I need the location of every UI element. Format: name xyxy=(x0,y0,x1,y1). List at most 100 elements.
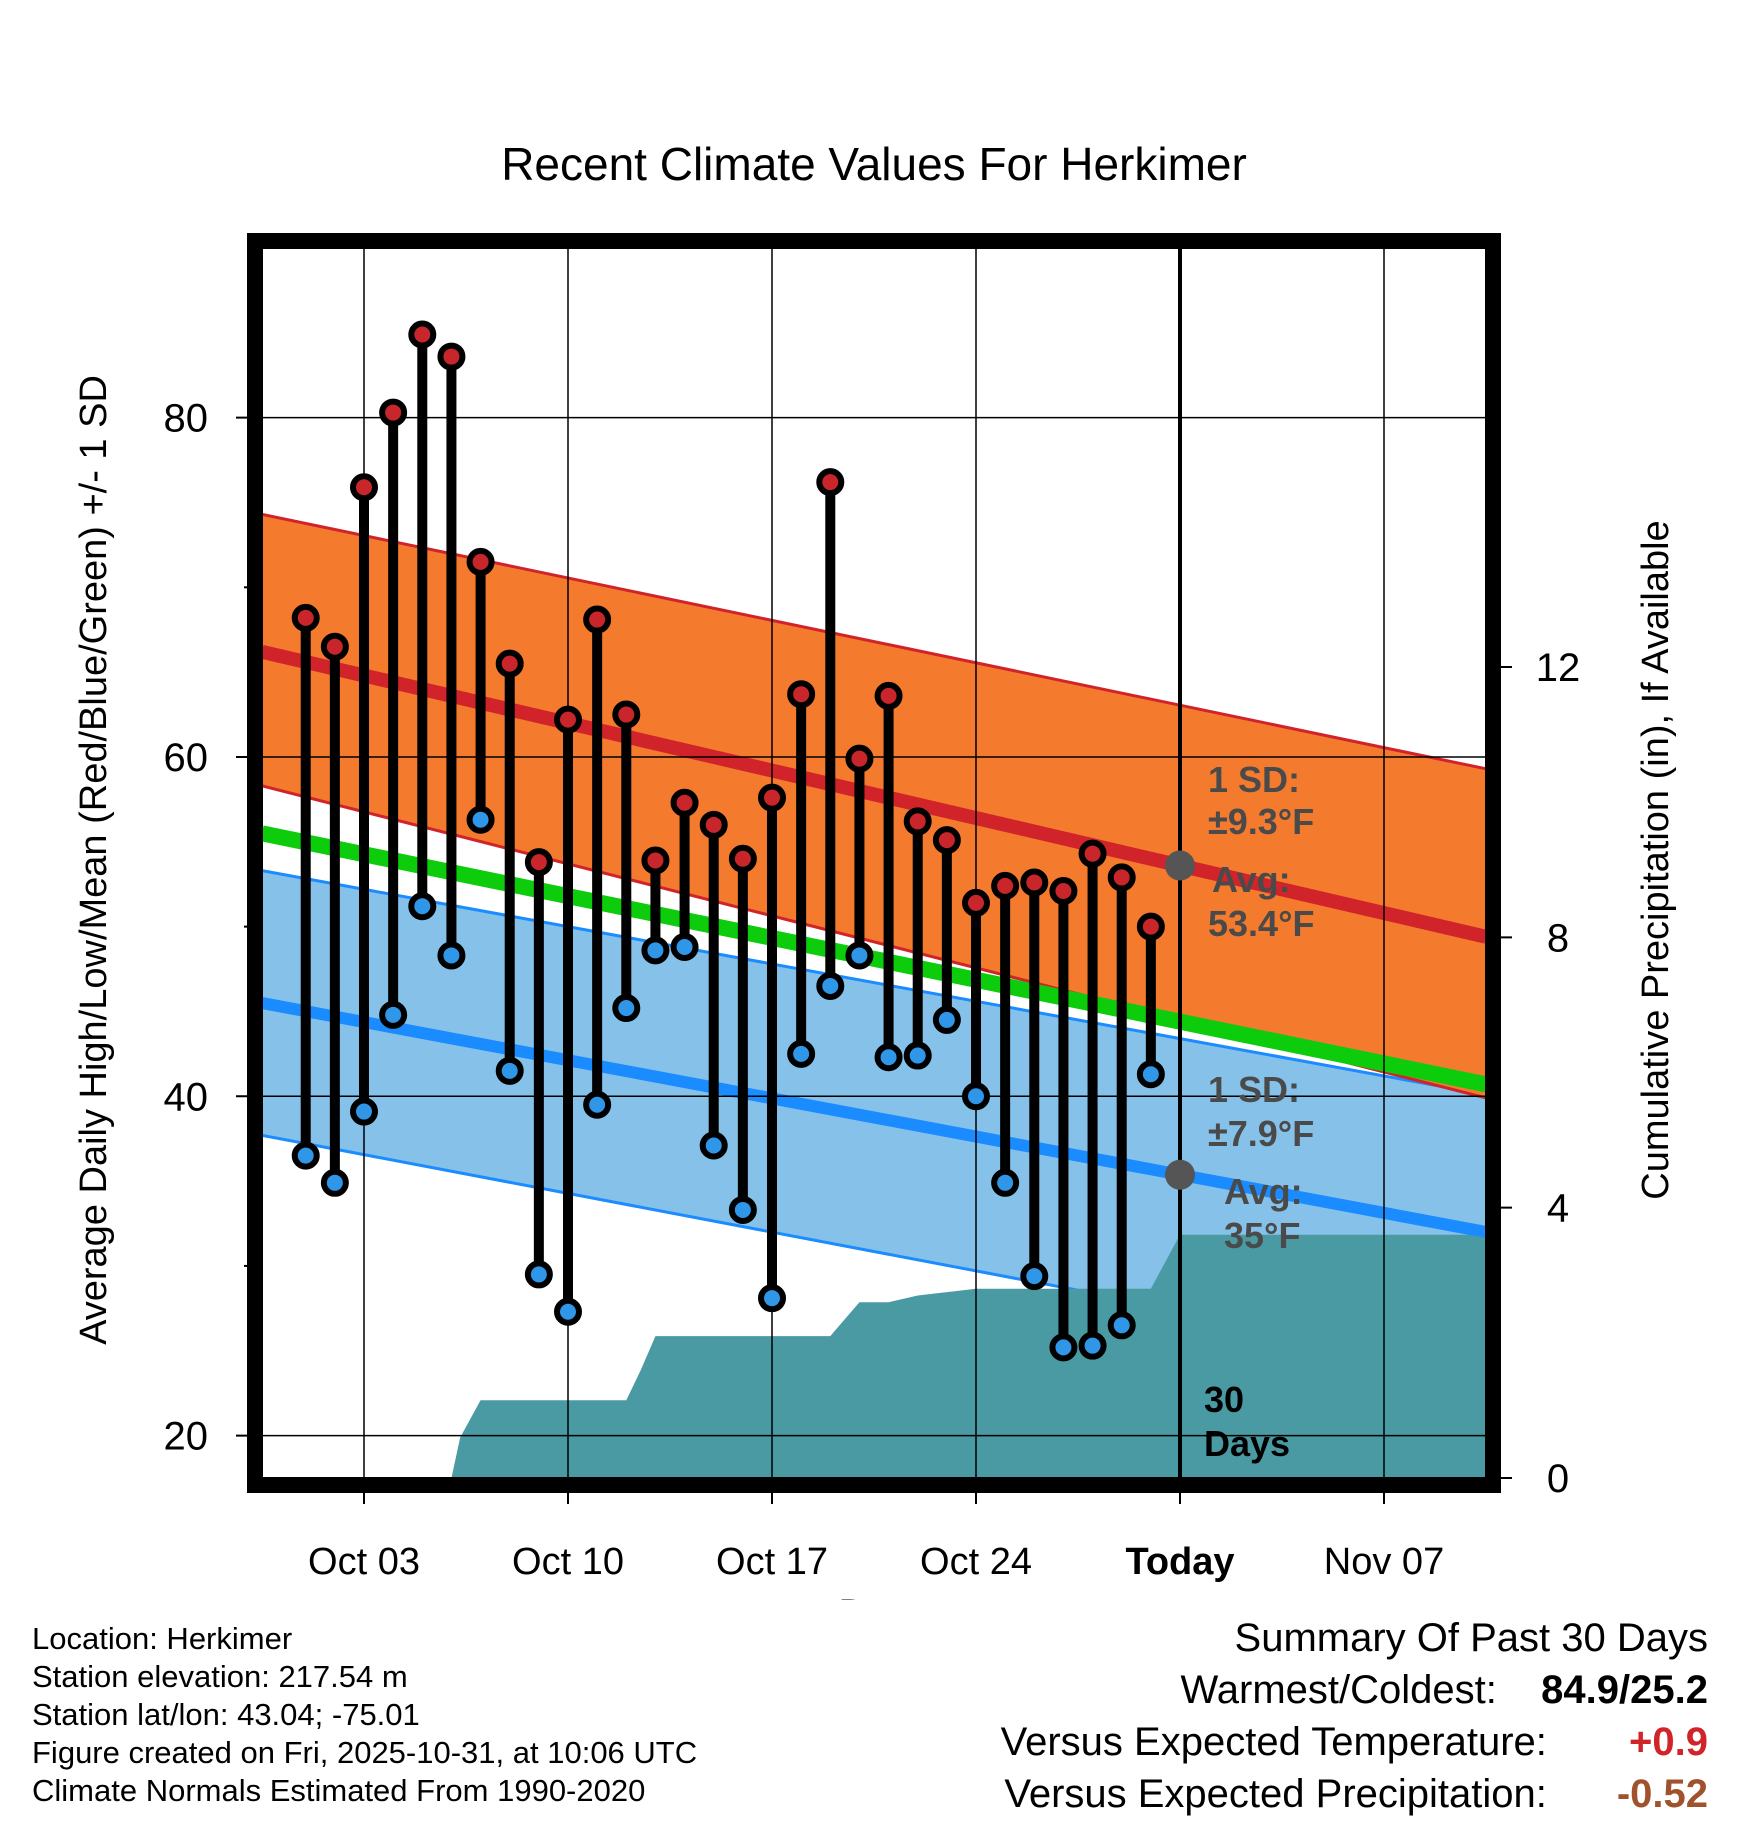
low-point xyxy=(583,1090,612,1119)
low-point xyxy=(612,994,641,1023)
y2-tick-label: 4 xyxy=(1547,1187,1569,1231)
y-tick-label: 40 xyxy=(164,1075,209,1119)
low-point xyxy=(699,1131,728,1160)
low-point xyxy=(903,1041,932,1070)
low-point xyxy=(466,805,495,834)
low-point xyxy=(1136,1060,1165,1089)
high-avg-label: Avg: xyxy=(1212,859,1291,900)
high-point xyxy=(554,705,582,734)
high-point xyxy=(1136,912,1165,941)
low-point xyxy=(1020,1262,1049,1291)
mean-normal-line xyxy=(262,825,1486,1093)
low-point xyxy=(554,1297,582,1326)
high-point xyxy=(991,871,1020,900)
high-point xyxy=(379,398,408,427)
today-low-normal-marker xyxy=(1165,1159,1195,1190)
summary-precip: Versus Expected Precipitation: -0.52 xyxy=(1001,1768,1708,1820)
warm-cold-label: Warmest/Coldest: xyxy=(1180,1668,1497,1712)
high-point xyxy=(1049,876,1078,905)
low-point xyxy=(1078,1331,1107,1360)
y-tick-label: 60 xyxy=(164,736,209,780)
high-point xyxy=(583,605,612,634)
high-point xyxy=(1078,839,1107,868)
low-point xyxy=(845,941,874,970)
low-sd-band-upper-edge xyxy=(262,869,1486,1097)
high-normal-line xyxy=(262,644,1486,944)
x-axis-label: Day xyxy=(838,1592,909,1600)
low-normal-line xyxy=(262,997,1486,1238)
high-point xyxy=(524,848,553,877)
low-point xyxy=(524,1260,553,1289)
low-avg-value: 35°F xyxy=(1224,1215,1300,1256)
high-point xyxy=(641,846,670,875)
low-point xyxy=(1107,1311,1136,1340)
warm-cold-value: 84.9/25.2 xyxy=(1541,1668,1708,1712)
high-point xyxy=(437,342,466,371)
low-avg-label: Avg: xyxy=(1224,1171,1303,1212)
summary-temp: Versus Expected Temperature: +0.9 xyxy=(1001,1716,1708,1768)
high-point xyxy=(670,788,699,817)
climate-chart: Recent Climate Values For Herkimer 1 SD:… xyxy=(73,138,1677,1600)
low-point xyxy=(495,1056,524,1085)
chart-title: Recent Climate Values For Herkimer xyxy=(501,138,1247,190)
high-point xyxy=(1107,863,1136,892)
low-point xyxy=(670,932,699,961)
high-point xyxy=(845,744,874,773)
high-point xyxy=(495,649,524,678)
y-tick-label: 80 xyxy=(164,397,209,441)
high-point xyxy=(787,680,816,709)
y2-axis-label: Cumulative Precipitation (in), If Availa… xyxy=(1635,520,1677,1199)
high-point xyxy=(466,547,495,576)
high-sd-band-upper-edge xyxy=(262,512,1486,771)
low-point xyxy=(641,936,670,965)
low-point xyxy=(379,1000,408,1029)
x-tick-label: Oct 10 xyxy=(512,1541,624,1583)
x-tick-label: Oct 24 xyxy=(920,1541,1032,1583)
days-label-number: 30 xyxy=(1204,1379,1244,1420)
precip-area xyxy=(262,1234,1486,1478)
location-text: Location: Herkimer xyxy=(32,1621,293,1656)
days-label-text: Days xyxy=(1204,1423,1290,1464)
low-point xyxy=(291,1141,320,1170)
low-point xyxy=(932,1005,961,1034)
low-point xyxy=(758,1284,786,1313)
summary-warm-cold: Warmest/Coldest: 84.9/25.2 xyxy=(1001,1664,1709,1716)
low-point xyxy=(1049,1333,1078,1362)
low-point xyxy=(874,1043,903,1072)
low-point xyxy=(728,1195,757,1224)
high-point xyxy=(1020,868,1049,897)
x-tick-label: Oct 03 xyxy=(308,1541,420,1583)
high-sd-value: ±9.3°F xyxy=(1208,801,1314,842)
high-point xyxy=(408,320,437,349)
high-point xyxy=(320,632,349,661)
high-avg-value: 53.4°F xyxy=(1208,903,1314,944)
temp-value: +0.9 xyxy=(1629,1720,1708,1764)
high-point xyxy=(728,844,757,873)
low-sd-value: ±7.9°F xyxy=(1208,1113,1314,1154)
high-point xyxy=(816,468,845,497)
temp-label: Versus Expected Temperature: xyxy=(1000,1720,1547,1764)
high-sd-label: 1 SD: xyxy=(1208,759,1300,800)
latlon-text: Station lat/lon: 43.04; -75.01 xyxy=(32,1697,420,1732)
today-high-normal-marker xyxy=(1165,850,1195,881)
high-point xyxy=(291,603,320,632)
high-point xyxy=(612,700,641,729)
station-info: Location: Herkimer Station elevation: 21… xyxy=(32,1620,697,1810)
x-tick-label: Today xyxy=(1125,1541,1234,1583)
low-sd-label: 1 SD: xyxy=(1208,1069,1300,1110)
low-point xyxy=(816,972,845,1000)
low-point xyxy=(437,941,466,970)
x-tick-label: Nov 07 xyxy=(1324,1541,1444,1583)
low-point xyxy=(408,892,437,921)
summary-title: Summary Of Past 30 Days xyxy=(1234,1616,1708,1660)
created-text: Figure created on Fri, 2025-10-31, at 10… xyxy=(32,1735,698,1770)
high-point xyxy=(350,473,378,502)
y2-tick-label: 8 xyxy=(1547,916,1569,960)
low-point xyxy=(991,1168,1020,1197)
high-point xyxy=(962,888,990,917)
low-point xyxy=(962,1082,990,1111)
low-point xyxy=(320,1168,349,1197)
high-point xyxy=(874,681,903,710)
low-point xyxy=(787,1039,816,1068)
